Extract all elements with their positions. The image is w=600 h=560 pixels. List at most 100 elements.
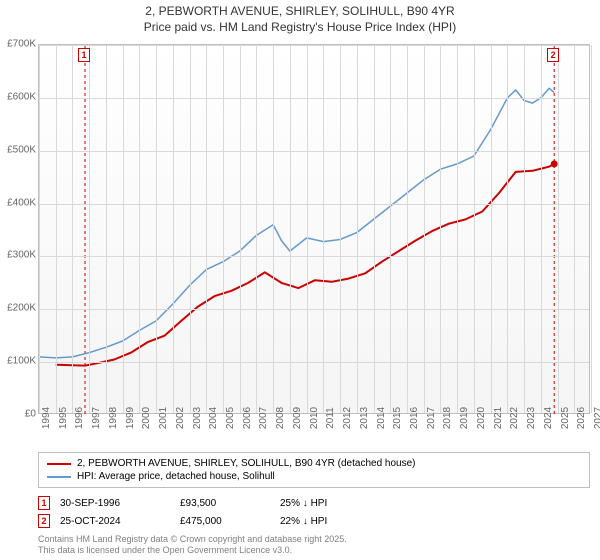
gridline-v [240,45,241,413]
gridline-v [290,45,291,413]
gridline-v [558,45,559,413]
x-axis-label: 1994 [41,407,52,429]
data-marker-2: 2 [38,514,50,528]
gridline-v [123,45,124,413]
chart-marker-2: 2 [547,48,559,62]
gridline-v [440,45,441,413]
x-axis-label: 1999 [125,407,136,429]
gridline-v [474,45,475,413]
data-pct-1: 25% ↓ HPI [280,498,380,509]
data-pct-2: 22% ↓ HPI [280,516,380,527]
gridline-v [206,45,207,413]
x-axis-label: 2021 [493,407,504,429]
x-axis-label: 1997 [91,407,102,429]
data-row: 2 25-OCT-2024 £475,000 22% ↓ HPI [38,512,590,530]
gridline-v [407,45,408,413]
y-axis-label: £400K [7,197,36,208]
title-line-2: Price paid vs. HM Land Registry's House … [0,20,600,36]
gridline-v [424,45,425,413]
gridline-v [173,45,174,413]
data-points-table: 1 30-SEP-1996 £93,500 25% ↓ HPI 2 25-OCT… [38,494,590,530]
x-axis-label: 2019 [459,407,470,429]
footer-line-2: This data is licensed under the Open Gov… [38,545,347,556]
x-axis-label: 2012 [342,407,353,429]
y-axis-label: £300K [7,250,36,261]
title-line-1: 2, PEBWORTH AVENUE, SHIRLEY, SOLIHULL, B… [0,4,600,20]
x-axis-label: 2008 [275,407,286,429]
data-marker-1: 1 [38,496,50,510]
gridline-v [307,45,308,413]
x-axis-label: 2004 [208,407,219,429]
x-axis-label: 1995 [58,407,69,429]
gridline-v [190,45,191,413]
gridline-v [507,45,508,413]
legend-swatch-2 [47,476,71,478]
x-axis-label: 2009 [292,407,303,429]
gridline-v [223,45,224,413]
x-axis-label: 2027 [593,407,600,429]
x-axis-label: 2013 [359,407,370,429]
x-axis-label: 2000 [141,407,152,429]
data-price-1: £93,500 [180,498,270,509]
x-axis-label: 2018 [442,407,453,429]
gridline-v [256,45,257,413]
gridline-v [390,45,391,413]
x-axis-label: 2014 [376,407,387,429]
x-axis-label: 2015 [392,407,403,429]
y-axis-label: £0 [25,409,36,420]
x-axis-label: 2010 [309,407,320,429]
x-axis-label: 2024 [543,407,554,429]
y-axis-label: £100K [7,356,36,367]
chart-plot-area [38,44,590,414]
x-axis-label: 1998 [108,407,119,429]
gridline-v [89,45,90,413]
gridline-v [72,45,73,413]
x-axis-label: 1996 [74,407,85,429]
gridline-v [357,45,358,413]
data-row: 1 30-SEP-1996 £93,500 25% ↓ HPI [38,494,590,512]
x-axis-label: 2005 [225,407,236,429]
x-axis-label: 2016 [409,407,420,429]
legend-swatch-1 [47,463,71,465]
title-block: 2, PEBWORTH AVENUE, SHIRLEY, SOLIHULL, B… [0,0,600,37]
x-axis-label: 2003 [192,407,203,429]
x-axis-label: 2017 [426,407,437,429]
gridline-v [323,45,324,413]
gridline-v [39,45,40,413]
x-axis-label: 2011 [325,407,336,429]
data-price-2: £475,000 [180,516,270,527]
x-axis-label: 2023 [526,407,537,429]
y-axis-label: £500K [7,144,36,155]
legend-label-1: 2, PEBWORTH AVENUE, SHIRLEY, SOLIHULL, B… [77,458,416,469]
gridline-v [139,45,140,413]
legend-label-2: HPI: Average price, detached house, Soli… [77,471,275,482]
legend-row: 2, PEBWORTH AVENUE, SHIRLEY, SOLIHULL, B… [47,457,581,470]
y-axis-label: £600K [7,91,36,102]
gridline-v [374,45,375,413]
x-axis-label: 2020 [476,407,487,429]
x-axis-label: 2002 [175,407,186,429]
footer-note: Contains HM Land Registry data © Crown c… [38,534,347,556]
gridline-v [574,45,575,413]
gridline-v [491,45,492,413]
gridline-v [56,45,57,413]
gridline-v [106,45,107,413]
gridline-v [156,45,157,413]
x-axis-label: 2026 [576,407,587,429]
chart-marker-1: 1 [78,48,90,62]
data-date-1: 30-SEP-1996 [60,498,170,509]
data-date-2: 25-OCT-2024 [60,516,170,527]
legend-row: HPI: Average price, detached house, Soli… [47,470,581,483]
x-axis-label: 2001 [158,407,169,429]
gridline-v [457,45,458,413]
chart-container: 2, PEBWORTH AVENUE, SHIRLEY, SOLIHULL, B… [0,0,600,560]
legend-box: 2, PEBWORTH AVENUE, SHIRLEY, SOLIHULL, B… [38,452,590,488]
gridline-v [273,45,274,413]
x-axis-label: 2007 [258,407,269,429]
y-axis-label: £200K [7,303,36,314]
x-axis-label: 2025 [560,407,571,429]
x-axis-label: 2022 [509,407,520,429]
gridline-v [340,45,341,413]
y-axis-label: £700K [7,39,36,50]
gridline-v [541,45,542,413]
